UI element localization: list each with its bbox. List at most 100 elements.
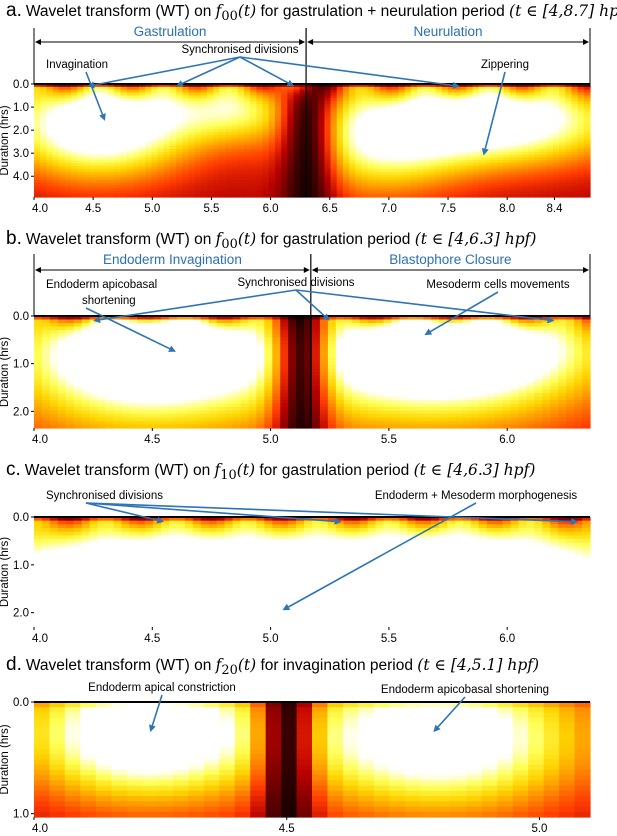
heatmap-cell (281, 137, 288, 142)
heatmap-cell (52, 191, 60, 195)
heatmap-cell (101, 126, 109, 130)
heatmap-cell (417, 177, 424, 181)
heatmap-cell (503, 100, 511, 105)
heatmap-cell (232, 344, 242, 349)
heatmap-cell (105, 319, 115, 324)
heatmap-cell (343, 337, 353, 342)
heatmap-cell (161, 375, 170, 380)
heatmap-cell (447, 117, 455, 122)
heatmap-cell (262, 117, 270, 122)
heatmap-cell (57, 316, 67, 321)
heatmap-cell (565, 134, 573, 139)
heatmap-cell (441, 129, 449, 133)
heatmap-cell (280, 372, 289, 377)
heatmap-cell (40, 112, 47, 116)
heatmap-cell (58, 171, 66, 175)
heatmap-cell (367, 129, 375, 133)
heatmap-cell (534, 84, 542, 88)
heatmap-cell (95, 157, 103, 161)
heatmap-cell (237, 115, 245, 119)
heatmap-cell (139, 185, 146, 190)
heatmap-cell (244, 171, 251, 175)
heatmap-cell (188, 140, 196, 144)
heatmap-cell (46, 95, 54, 99)
heatmap-cell (225, 123, 233, 127)
heatmap-cell (293, 137, 301, 142)
heatmap-cell (577, 92, 585, 96)
heatmap-cell (359, 340, 369, 345)
heatmap-cell (296, 316, 305, 321)
heatmap-cell (176, 115, 183, 119)
heatmap-cell (583, 151, 591, 156)
heatmap-cell (392, 185, 400, 190)
heatmap-cell (71, 191, 78, 195)
heatmap-cell (355, 177, 363, 181)
heatmap-cell (318, 112, 325, 116)
heatmap-cell (231, 163, 239, 167)
heatmap-cell (157, 92, 165, 96)
heatmap-cell (83, 180, 91, 184)
heatmap-cell (200, 171, 208, 175)
heatmap-cell (559, 89, 566, 94)
heatmap-cell (415, 354, 424, 359)
heatmap-cell (497, 126, 505, 130)
heatmap-cell (494, 347, 504, 352)
heatmap-cell (423, 340, 432, 345)
heatmap-cell (157, 194, 165, 198)
heatmap-cell (57, 351, 67, 356)
heatmap-cell (349, 95, 356, 99)
heatmap-cell (404, 98, 412, 102)
heatmap-cell (52, 92, 60, 96)
heatmap-cell (139, 117, 146, 122)
heatmap-cell (132, 84, 140, 88)
heatmap-cell (515, 157, 523, 161)
heatmap-cell (583, 115, 591, 119)
heatmap-cell (342, 143, 350, 147)
heatmap-cell (566, 326, 575, 331)
heatmap-cell (417, 129, 424, 133)
heatmap-cell (194, 92, 202, 96)
heatmap-cell (361, 168, 369, 173)
heatmap-cell (429, 182, 437, 187)
heatmap-cell (83, 151, 91, 156)
heatmap-cell (439, 351, 448, 356)
heatmap-cell (248, 333, 257, 338)
heatmap-cell (398, 194, 406, 198)
heatmap-cell (336, 185, 344, 190)
heatmap-cell (40, 146, 47, 150)
heatmap-cell (312, 126, 319, 130)
heatmap-cell (153, 372, 162, 377)
heatmap-cell (126, 171, 134, 175)
heatmap-cell (431, 365, 440, 370)
heatmap-cell (46, 106, 54, 111)
heatmap-cell (431, 358, 440, 363)
heatmap-cell (169, 171, 177, 175)
heatmap-cell (327, 316, 337, 321)
heatmap-cell (327, 326, 337, 331)
heatmap-cell (404, 103, 412, 108)
heatmap-cell (126, 188, 134, 192)
heatmap-cell (540, 194, 548, 198)
heatmap-cell (342, 188, 350, 192)
heatmap-cell (583, 106, 591, 111)
heatmap-cell (108, 180, 115, 184)
heatmap-cell (343, 365, 353, 370)
heatmap-cell (417, 191, 424, 195)
heatmap-cell (224, 361, 234, 366)
heatmap-cell (423, 191, 430, 195)
heatmap-cell (114, 132, 122, 136)
heatmap-cell (268, 129, 276, 133)
heatmap-cell (184, 372, 194, 377)
heatmap-cell (58, 103, 66, 108)
heatmap-cell (484, 146, 492, 150)
heatmap-cell (509, 146, 517, 150)
heatmap-cell (206, 165, 214, 170)
heatmap-cell (169, 132, 177, 136)
heatmap-cell (232, 340, 242, 345)
heatmap-cell (312, 171, 319, 175)
heatmap-cell (497, 165, 505, 170)
heatmap-cell (216, 337, 226, 342)
heatmap-cell (528, 140, 535, 144)
heatmap-cell (324, 109, 332, 113)
heatmap-cell (244, 117, 251, 122)
